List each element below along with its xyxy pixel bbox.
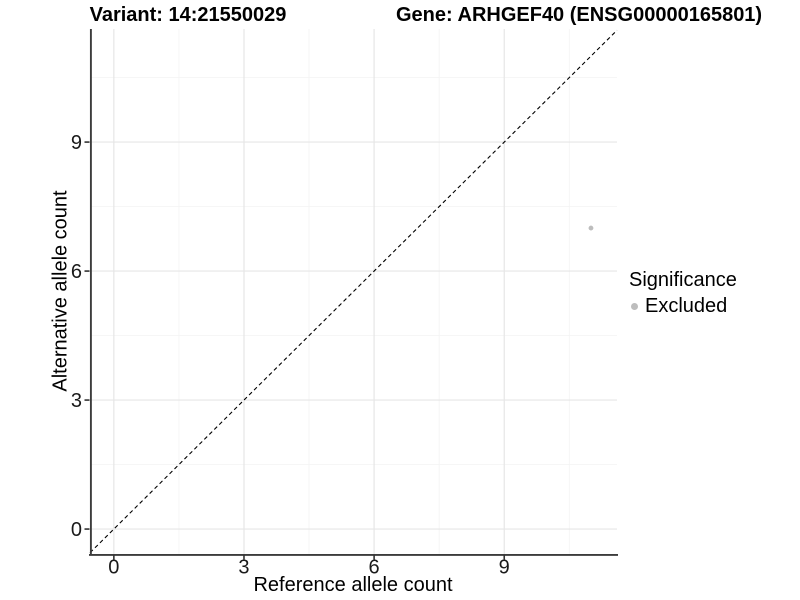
x-tick-label: 3	[238, 557, 249, 579]
legend-title: Significance	[629, 269, 737, 291]
x-tick-label: 9	[499, 557, 510, 579]
x-tick-label: 6	[369, 557, 380, 579]
legend-item-excluded: Excluded	[629, 295, 737, 318]
y-tick-label: 6	[71, 261, 82, 283]
data-point	[588, 225, 594, 231]
identity-dashed-line	[89, 29, 618, 554]
plot-title-gene: Gene: ARHGEF40 (ENSG00000165801)	[396, 4, 763, 26]
y-tick-label: 9	[71, 132, 82, 154]
x-tick-label: 0	[108, 557, 119, 579]
legend: Significance Excluded	[629, 269, 737, 318]
legend-item-label: Excluded	[645, 295, 728, 317]
x-axis-title: Reference allele count	[253, 574, 453, 596]
y-tick-label: 0	[71, 519, 82, 541]
y-axis-title: Alternative allele count	[49, 190, 72, 392]
plot-title-variant: Variant: 14:21550029	[89, 4, 287, 26]
excluded-point-icon	[631, 303, 638, 310]
y-tick-label: 3	[71, 390, 82, 412]
